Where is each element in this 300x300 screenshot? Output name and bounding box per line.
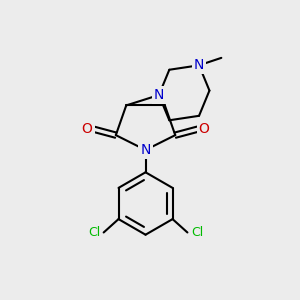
Text: Cl: Cl <box>88 226 100 239</box>
Text: Cl: Cl <box>191 226 203 239</box>
Text: N: N <box>140 143 151 157</box>
Text: O: O <box>82 122 92 136</box>
Text: N: N <box>154 88 164 102</box>
Text: O: O <box>199 122 209 136</box>
Text: N: N <box>194 58 204 72</box>
